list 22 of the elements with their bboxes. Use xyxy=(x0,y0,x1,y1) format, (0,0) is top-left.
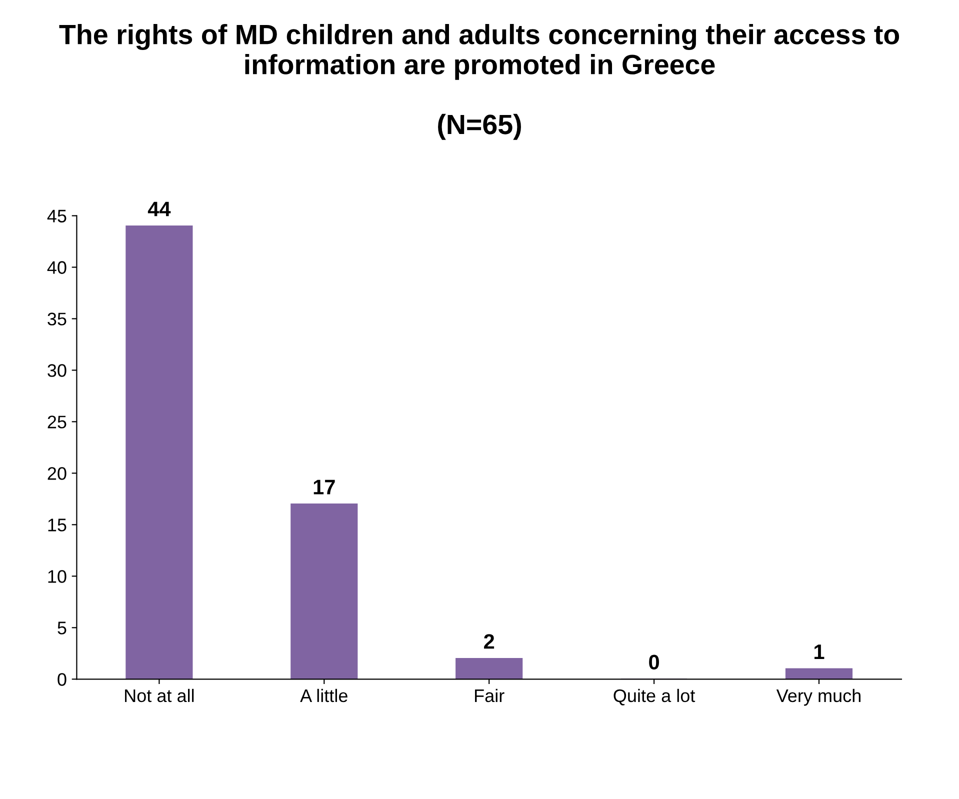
y-tick-label: 5 xyxy=(58,622,66,634)
x-tick-label: A little xyxy=(300,688,348,702)
y-tick-label: 40 xyxy=(47,261,66,274)
data-label: 44 xyxy=(148,202,171,216)
x-tick-label: Very much xyxy=(776,688,860,706)
data-label: 2 xyxy=(484,634,494,649)
y-tick-label: 30 xyxy=(48,364,66,377)
x-tick-label: Quite a lot xyxy=(614,688,696,706)
y-tick-label: 35 xyxy=(48,312,66,326)
data-label: 17 xyxy=(314,480,335,494)
data-label: 0 xyxy=(649,654,659,670)
y-tick-label: 0 xyxy=(58,673,66,686)
data-label: 1 xyxy=(814,644,824,659)
chart-title: The rights of MD children and adults concerning their access to information are promoted in Greece xyxy=(59,24,900,80)
y-tick-label: 45 xyxy=(47,210,66,222)
y-tick-label: 20 xyxy=(48,467,66,480)
x-tick-label: Fair xyxy=(475,688,504,702)
x-tick-label: Not at all xyxy=(125,688,194,702)
y-tick-label: 25 xyxy=(48,416,66,428)
y-tick-label: 15 xyxy=(48,518,66,532)
y-tick-label: 10 xyxy=(48,570,66,583)
chart-subtitle: (N=65) xyxy=(438,114,521,140)
